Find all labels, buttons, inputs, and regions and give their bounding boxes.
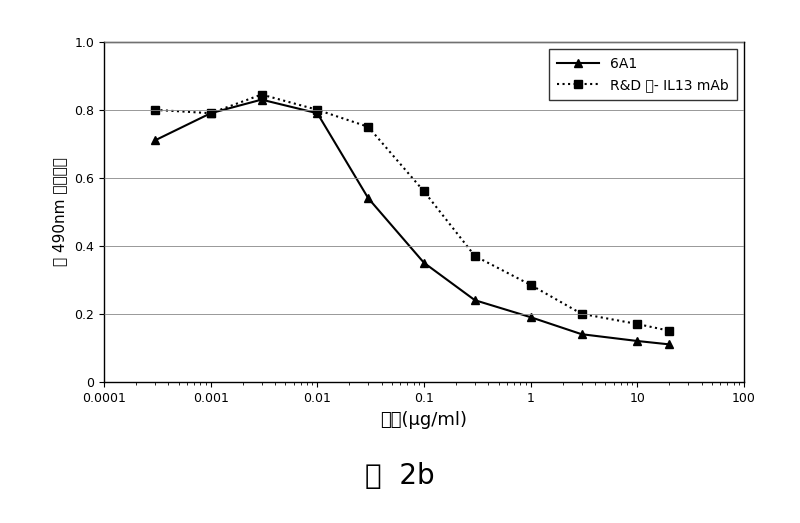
6A1 [470, 297, 480, 303]
R&D 抗- IL13 mAb [257, 92, 266, 98]
R&D 抗- IL13 mAb [206, 110, 215, 116]
6A1 [257, 96, 266, 103]
R&D 抗- IL13 mAb [363, 124, 373, 130]
Line: R&D 抗- IL13 mAb: R&D 抗- IL13 mAb [150, 90, 674, 335]
Text: 图  2b: 图 2b [365, 462, 435, 490]
R&D 抗- IL13 mAb [665, 327, 674, 334]
6A1 [577, 331, 586, 337]
6A1 [665, 341, 674, 347]
Y-axis label: 在 490nm 的吸收値: 在 490nm 的吸收値 [52, 157, 67, 266]
6A1 [206, 110, 215, 116]
6A1 [419, 260, 429, 266]
Legend: 6A1, R&D 抗- IL13 mAb: 6A1, R&D 抗- IL13 mAb [549, 49, 737, 100]
R&D 抗- IL13 mAb [313, 107, 322, 113]
6A1 [150, 137, 160, 143]
R&D 抗- IL13 mAb [150, 107, 160, 113]
6A1 [363, 195, 373, 201]
R&D 抗- IL13 mAb [577, 311, 586, 317]
6A1 [526, 314, 535, 320]
R&D 抗- IL13 mAb [419, 188, 429, 195]
R&D 抗- IL13 mAb [526, 282, 535, 288]
Line: 6A1: 6A1 [150, 96, 674, 348]
6A1 [313, 110, 322, 116]
X-axis label: 浓度(μg/ml): 浓度(μg/ml) [381, 412, 467, 429]
6A1 [633, 338, 642, 344]
R&D 抗- IL13 mAb [633, 321, 642, 327]
R&D 抗- IL13 mAb [470, 253, 480, 259]
